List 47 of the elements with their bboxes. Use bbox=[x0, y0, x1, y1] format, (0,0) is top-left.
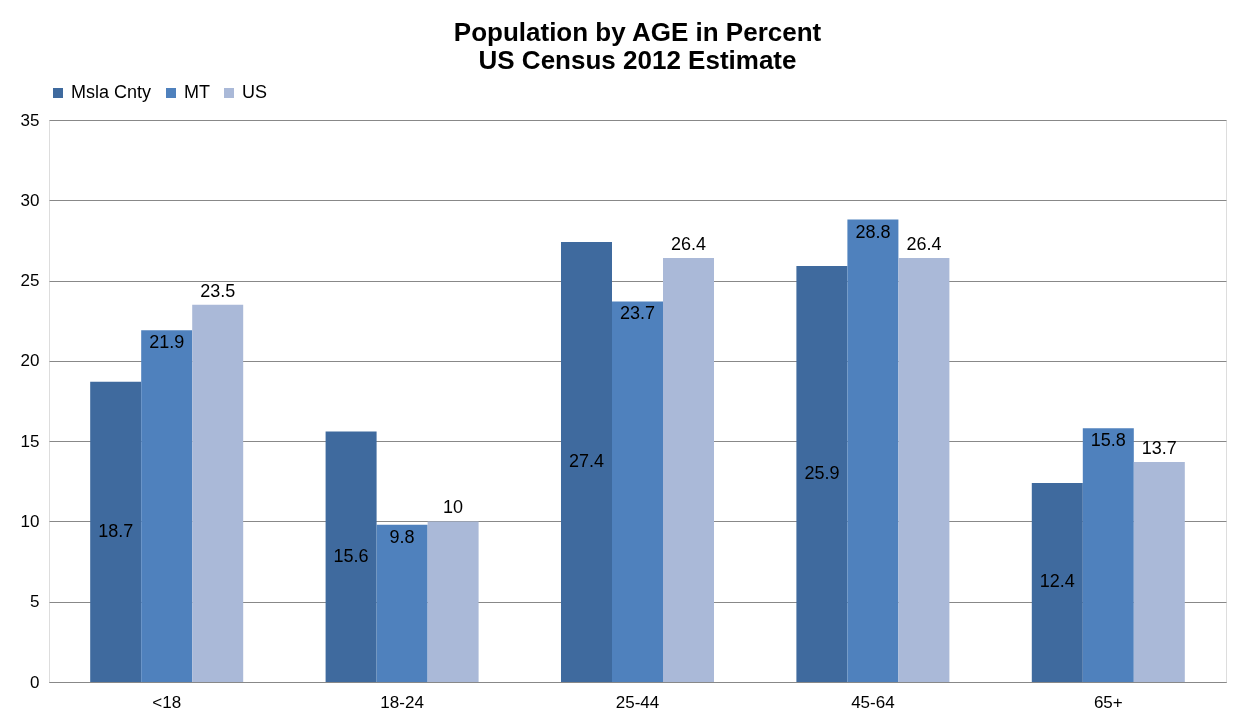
data-label: 12.4 bbox=[1039, 571, 1075, 592]
y-tick-label: 20 bbox=[20, 351, 40, 371]
data-label: 23.7 bbox=[619, 303, 656, 324]
bar bbox=[141, 330, 193, 682]
bar bbox=[192, 304, 244, 682]
bar bbox=[898, 258, 950, 682]
data-label: 27.4 bbox=[568, 451, 605, 472]
y-tick-label: 10 bbox=[20, 511, 40, 531]
bar bbox=[427, 521, 479, 682]
x-tick-label: 25-44 bbox=[615, 692, 660, 712]
data-label: 26.4 bbox=[670, 234, 707, 255]
data-label: 18.7 bbox=[98, 520, 134, 541]
bar bbox=[796, 266, 848, 682]
y-tick-label: 25 bbox=[20, 271, 40, 291]
bar bbox=[90, 381, 142, 682]
x-tick-label: <18 bbox=[152, 692, 182, 712]
y-tick-label: 5 bbox=[30, 592, 40, 612]
bar bbox=[325, 431, 377, 682]
data-label: 23.5 bbox=[200, 280, 236, 301]
data-label: 26.4 bbox=[906, 234, 942, 255]
data-label: 13.7 bbox=[1141, 438, 1177, 459]
bar bbox=[1133, 462, 1185, 682]
bar bbox=[847, 219, 899, 682]
data-label: 15.6 bbox=[333, 545, 369, 566]
bar bbox=[376, 524, 428, 682]
data-label: 10 bbox=[443, 497, 464, 518]
bar bbox=[1031, 482, 1083, 682]
data-label: 15.8 bbox=[1090, 430, 1126, 451]
bar bbox=[612, 301, 663, 682]
y-tick-label: 35 bbox=[20, 110, 40, 130]
bar bbox=[1082, 428, 1134, 682]
data-label: 28.8 bbox=[855, 221, 891, 242]
data-label: 9.8 bbox=[389, 526, 415, 547]
data-label: 21.9 bbox=[149, 332, 185, 353]
legend-label: Msla Cnty bbox=[71, 82, 152, 102]
x-tick-label: 45-64 bbox=[851, 692, 895, 712]
legend-label: US bbox=[242, 82, 268, 102]
x-tick-label: 18-24 bbox=[380, 692, 424, 712]
bar bbox=[560, 242, 612, 682]
chart-title: Population by AGE in Percent US Census 2012 Estimate bbox=[453, 17, 822, 75]
data-label: 25.9 bbox=[804, 463, 840, 484]
bar bbox=[663, 258, 715, 682]
y-tick-label: 0 bbox=[30, 672, 40, 692]
y-tick-label: 15 bbox=[20, 431, 40, 451]
y-tick-label: 30 bbox=[20, 190, 40, 210]
legend-label: MT bbox=[184, 82, 210, 102]
x-tick-label: 65+ bbox=[1093, 692, 1123, 712]
